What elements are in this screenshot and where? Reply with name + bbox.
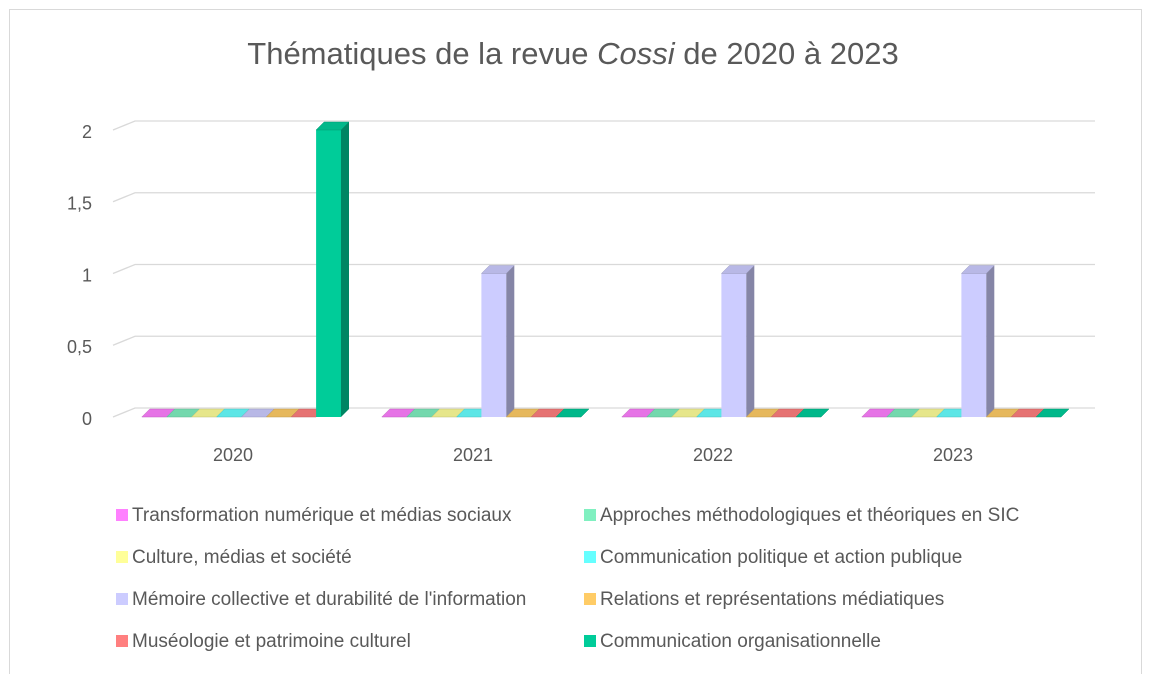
y-tick-label: 1,5 [67, 194, 92, 214]
grid-line [112, 335, 1095, 346]
grid-line [112, 192, 1095, 203]
title-part: Thématiques de la revue [247, 36, 588, 71]
legend-label: Transformation numérique et médias socia… [132, 505, 512, 526]
bar-side [746, 265, 755, 417]
bar [555, 408, 590, 418]
legend-label: Relations et représentations médiatiques [600, 589, 944, 610]
bar [720, 265, 755, 417]
legend-swatch [584, 551, 596, 563]
legend-label: Communication politique et action publiq… [600, 547, 962, 568]
bar [960, 265, 995, 417]
legend-swatch [116, 509, 128, 521]
legend-label: Muséologie et patrimoine culturel [132, 631, 411, 652]
grid-line [112, 120, 1095, 131]
bar-front [316, 130, 341, 417]
bar-side [986, 265, 995, 417]
bar-front [721, 273, 747, 417]
x-tick-label: 2020 [213, 445, 253, 465]
bar-front [961, 273, 987, 417]
legend-swatch [116, 551, 128, 563]
legend-swatch [116, 635, 128, 647]
chart-border [9, 9, 1142, 674]
y-tick-label: 2 [82, 122, 92, 142]
chart-title: Thématiques de la revue Cossi de 2020 à … [247, 36, 898, 71]
title-part: Cossi [597, 36, 676, 71]
y-tick-label: 0 [82, 409, 92, 429]
legend-swatch [584, 509, 596, 521]
legend-label: Mémoire collective et durabilité de l'in… [132, 589, 526, 610]
y-tick-label: 1 [82, 265, 92, 285]
bar-front [481, 273, 507, 417]
bar-side [341, 122, 349, 417]
grid-line [112, 407, 1095, 418]
grid-line [112, 263, 1095, 275]
x-tick-label: 2021 [453, 445, 493, 465]
x-tick-label: 2022 [693, 445, 733, 465]
bar [480, 265, 515, 417]
legend-swatch [116, 593, 128, 605]
title-part: de 2020 à 2023 [683, 36, 899, 71]
x-tick-label: 2023 [933, 445, 973, 465]
legend-swatch [584, 635, 596, 647]
bar [315, 121, 350, 417]
legend-label: Communication organisationnelle [600, 631, 881, 652]
bar-side [506, 265, 515, 417]
bar [1035, 408, 1070, 418]
bar [795, 408, 830, 418]
legend-label: Approches méthodologiques et théoriques … [600, 505, 1019, 526]
legend-label: Culture, médias et société [132, 547, 352, 568]
y-tick-label: 0,5 [67, 337, 92, 357]
legend-swatch [584, 593, 596, 605]
